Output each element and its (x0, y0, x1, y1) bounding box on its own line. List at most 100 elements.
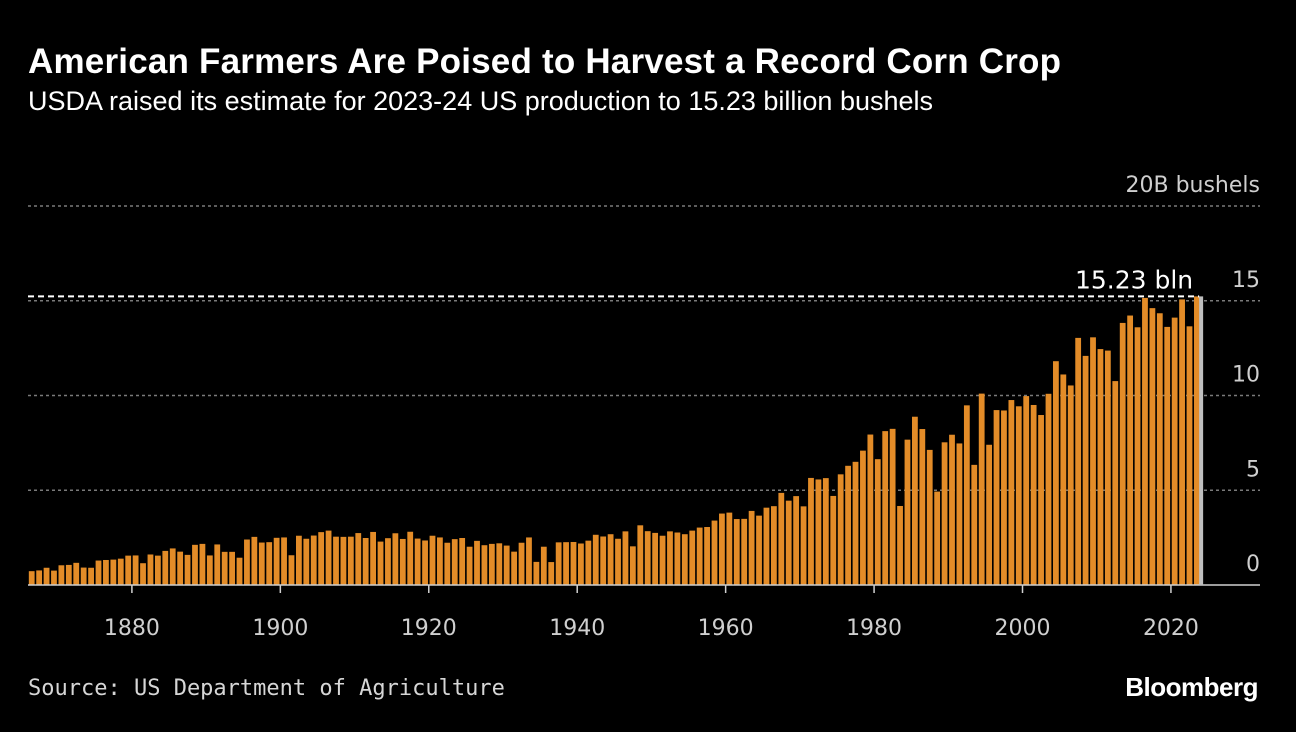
bar (229, 551, 235, 585)
bar (80, 567, 87, 585)
bar (1053, 361, 1059, 585)
y-tick-label: 0 (1246, 552, 1260, 577)
bar (1001, 410, 1007, 585)
bar (912, 416, 918, 585)
bar (333, 536, 339, 585)
bar (1060, 374, 1067, 585)
bar (177, 551, 184, 585)
bar (956, 443, 963, 585)
bar (1134, 327, 1141, 585)
y-tick-label: 5 (1246, 457, 1260, 482)
bar (303, 538, 310, 585)
bar (147, 554, 154, 585)
bar (615, 538, 621, 585)
y-tick-label: 15 (1232, 268, 1260, 293)
bar (459, 538, 466, 585)
bar (192, 544, 198, 585)
bar (852, 461, 859, 585)
bar (51, 570, 57, 585)
bar (362, 538, 369, 585)
x-tick-label: 1900 (252, 616, 308, 641)
bar (555, 542, 562, 585)
bar (474, 540, 480, 585)
bar (206, 555, 213, 585)
y-tick-label: 10 (1232, 363, 1260, 388)
bar (696, 527, 703, 585)
bar (659, 535, 666, 585)
bar (310, 535, 317, 585)
bar (199, 543, 206, 585)
bar (488, 543, 495, 585)
bar (1067, 385, 1074, 585)
bar (711, 520, 718, 585)
bar (570, 541, 577, 585)
bar (437, 537, 443, 585)
bar (43, 567, 50, 585)
bar (377, 541, 384, 585)
bar (1038, 415, 1044, 585)
bar (399, 538, 406, 585)
estimate-marker (1199, 296, 1204, 585)
bar (429, 535, 436, 585)
bar (1090, 337, 1096, 585)
bar (244, 539, 250, 585)
bar (578, 543, 584, 585)
bar (1149, 308, 1156, 585)
bar (385, 538, 391, 585)
bar (674, 532, 681, 585)
x-tick-label: 1960 (698, 616, 754, 641)
bar (1186, 326, 1193, 585)
bar (874, 459, 881, 585)
chart-title: American Farmers Are Poised to Harvest a… (28, 42, 1062, 81)
bar (422, 540, 428, 585)
bar (926, 449, 933, 585)
bar (904, 439, 911, 585)
bar (1119, 322, 1126, 585)
annotation: 15.23 bln (28, 265, 1204, 585)
bar (704, 527, 710, 585)
bar (103, 559, 109, 585)
x-tick-label: 2000 (995, 616, 1051, 641)
bar (1112, 381, 1119, 585)
bar (815, 479, 822, 585)
bar (978, 393, 985, 585)
bar (296, 535, 302, 585)
bar (184, 554, 191, 585)
bar (719, 513, 725, 585)
bar (451, 539, 458, 585)
bar (273, 537, 280, 585)
bar (770, 506, 777, 585)
bar (585, 540, 592, 585)
bar (511, 551, 518, 585)
bar (1142, 297, 1148, 585)
bar (132, 555, 139, 585)
x-tick-label: 2020 (1143, 616, 1199, 641)
bar (36, 570, 43, 585)
x-tick-label: 1980 (846, 616, 902, 641)
bar (154, 555, 161, 585)
bar (941, 442, 948, 585)
bar (882, 431, 889, 585)
bar (318, 532, 325, 585)
bar (258, 542, 265, 585)
axes: 0 5 10 15 20B bushels 1880 1900 1920 1940 1960 198… (28, 173, 1260, 641)
bar (763, 507, 770, 585)
bar (830, 495, 837, 585)
bar (266, 542, 273, 585)
bar (110, 559, 117, 585)
bar (689, 530, 696, 585)
bar (58, 565, 65, 585)
bar (414, 538, 421, 585)
bar (845, 465, 851, 585)
y-tick-label: 20B bushels (1125, 173, 1260, 198)
bar (65, 564, 72, 585)
bar (733, 519, 740, 585)
bar (785, 500, 792, 585)
bar (340, 536, 347, 585)
bar (889, 428, 896, 585)
annotation-label: 15.23 bln (1075, 265, 1193, 294)
bar (370, 531, 376, 585)
bar (117, 558, 124, 585)
bar (281, 537, 287, 585)
bar (1045, 393, 1052, 585)
